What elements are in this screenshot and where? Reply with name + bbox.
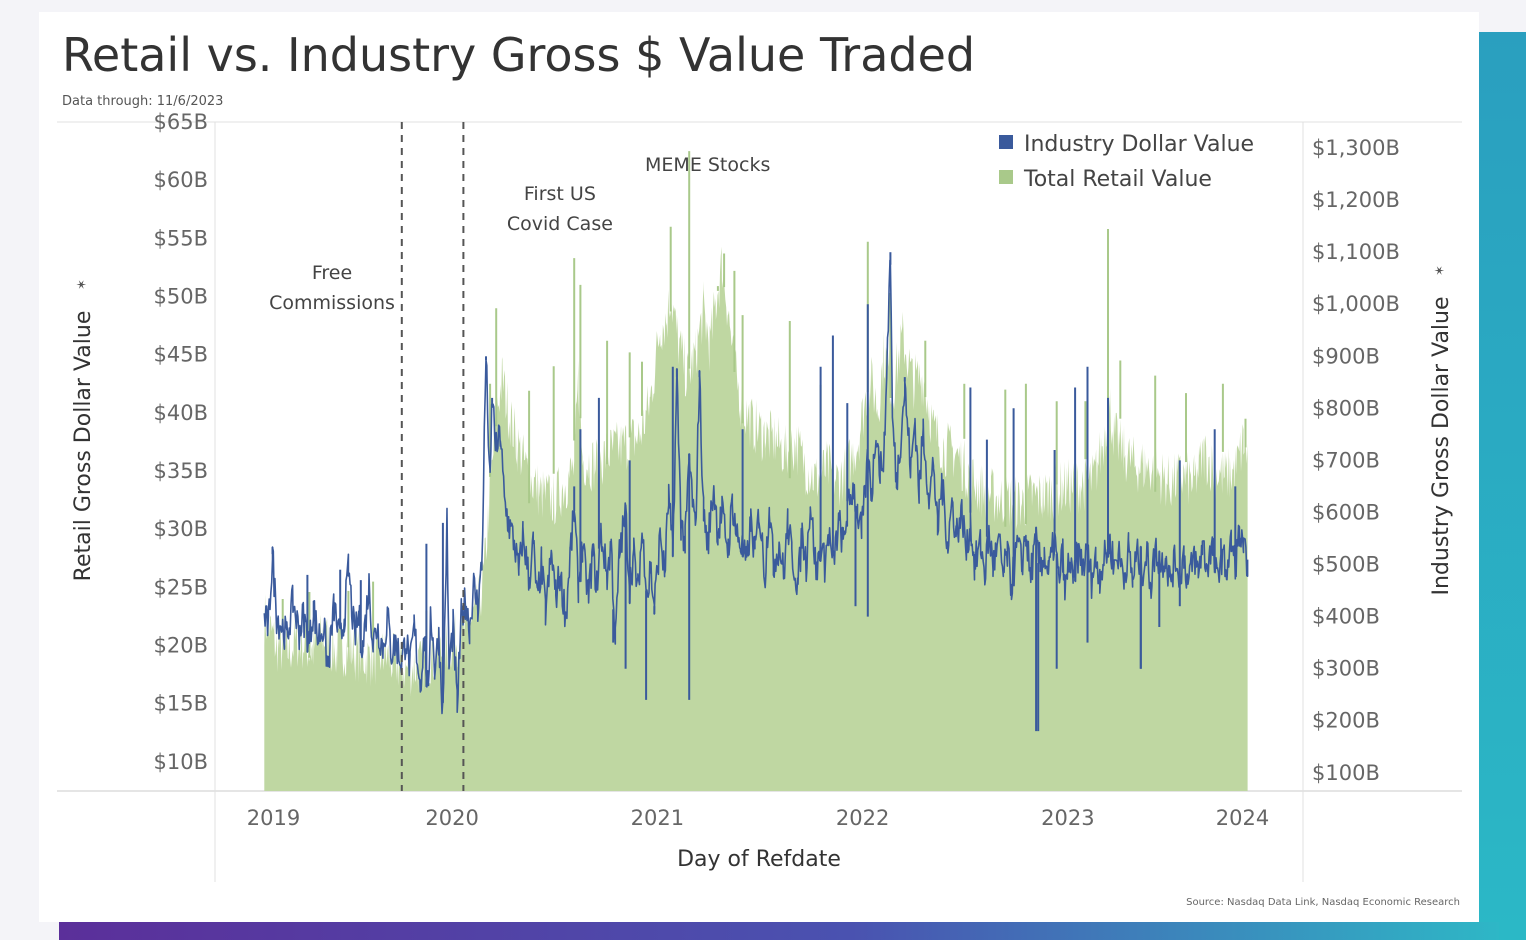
right-tick-9: $1,000B (1312, 292, 1400, 316)
right-y-ticks: $100B $200B $300B $400B $500B $600B $700B $800B… (1312, 136, 1400, 785)
x-ticks: 2019 2020 2021 2022 2023 2024 (247, 806, 1269, 830)
annotation-1-line-0: First US (524, 183, 596, 205)
chart-title: Retail vs. Industry Gross $ Value Traded (62, 28, 976, 82)
right-tick-0: $100B (1312, 761, 1380, 785)
left-axis-title-group: Retail Gross Dollar Value ✶ (71, 279, 96, 581)
left-tick-4: $30B (154, 517, 209, 541)
left-tick-0: $10B (154, 750, 209, 774)
industry-line (263, 259, 1249, 715)
right-tick-3: $400B (1312, 605, 1380, 629)
left-tick-5: $35B (154, 459, 209, 483)
annotation-2-line-0: MEME Stocks (645, 154, 770, 176)
annotation-0-line-0: Free (312, 262, 352, 284)
right-tick-8: $900B (1312, 344, 1380, 368)
left-tick-2: $20B (154, 634, 209, 658)
left-tick-7: $45B (154, 343, 209, 367)
left-axis-title: Retail Gross Dollar Value (71, 311, 96, 582)
x-tick-2023: 2023 (1041, 806, 1094, 830)
legend[interactable]: Industry Dollar Value Total Retail Value (999, 132, 1254, 192)
right-tick-1: $200B (1312, 709, 1380, 733)
chart-subtitle: Data through: 11/6/2023 (62, 94, 224, 109)
annotation-1-line-1: Covid Case (507, 213, 613, 235)
left-tick-3: $25B (154, 575, 209, 599)
legend-label-industry: Industry Dollar Value (1024, 132, 1254, 157)
left-tick-11: $65B (154, 110, 209, 134)
right-tick-10: $1,100B (1312, 240, 1400, 264)
legend-swatch-retail (999, 170, 1013, 184)
right-tick-7: $800B (1312, 396, 1380, 420)
right-tick-4: $500B (1312, 553, 1380, 577)
right-tick-2: $300B (1312, 657, 1380, 681)
right-axis-title-group: Industry Gross Dollar Value ✶ (1429, 265, 1454, 595)
right-axis-sort-icon: ✶ (1433, 265, 1448, 276)
annotations-layer: Free Commissions First US Covid Case MEME St… (269, 154, 770, 314)
left-tick-9: $55B (154, 226, 209, 250)
right-tick-12: $1,300B (1312, 136, 1400, 160)
annotation-0-line-1: Commissions (269, 292, 395, 314)
right-tick-5: $600B (1312, 501, 1380, 525)
legend-label-retail: Total Retail Value (1023, 167, 1212, 192)
left-tick-6: $40B (154, 401, 209, 425)
right-tick-6: $700B (1312, 448, 1380, 472)
x-tick-2019: 2019 (247, 806, 300, 830)
left-tick-1: $15B (154, 692, 209, 716)
legend-swatch-industry (999, 135, 1013, 149)
x-tick-2024: 2024 (1216, 806, 1269, 830)
left-y-ticks: $10B $15B $20B $25B $30B $35B $40B $45B $50B $55B… (154, 110, 209, 774)
background-gradient-bar (59, 922, 1499, 940)
x-tick-2022: 2022 (836, 806, 889, 830)
left-axis-sort-icon: ✶ (75, 279, 90, 290)
retail-area (264, 246, 1248, 791)
right-axis-title: Industry Gross Dollar Value (1429, 296, 1454, 595)
x-tick-2021: 2021 (631, 806, 684, 830)
chart-source: Source: Nasdaq Data Link, Nasdaq Economi… (1186, 897, 1460, 908)
x-axis-title: Day of Refdate (677, 847, 841, 872)
right-tick-11: $1,200B (1312, 188, 1400, 212)
x-tick-2020: 2020 (425, 806, 478, 830)
retail-series-layer (264, 151, 1248, 791)
left-tick-8: $50B (154, 285, 209, 309)
industry-series-layer (263, 252, 1249, 732)
background-teal-strip (1479, 32, 1526, 940)
left-tick-10: $60B (154, 168, 209, 192)
